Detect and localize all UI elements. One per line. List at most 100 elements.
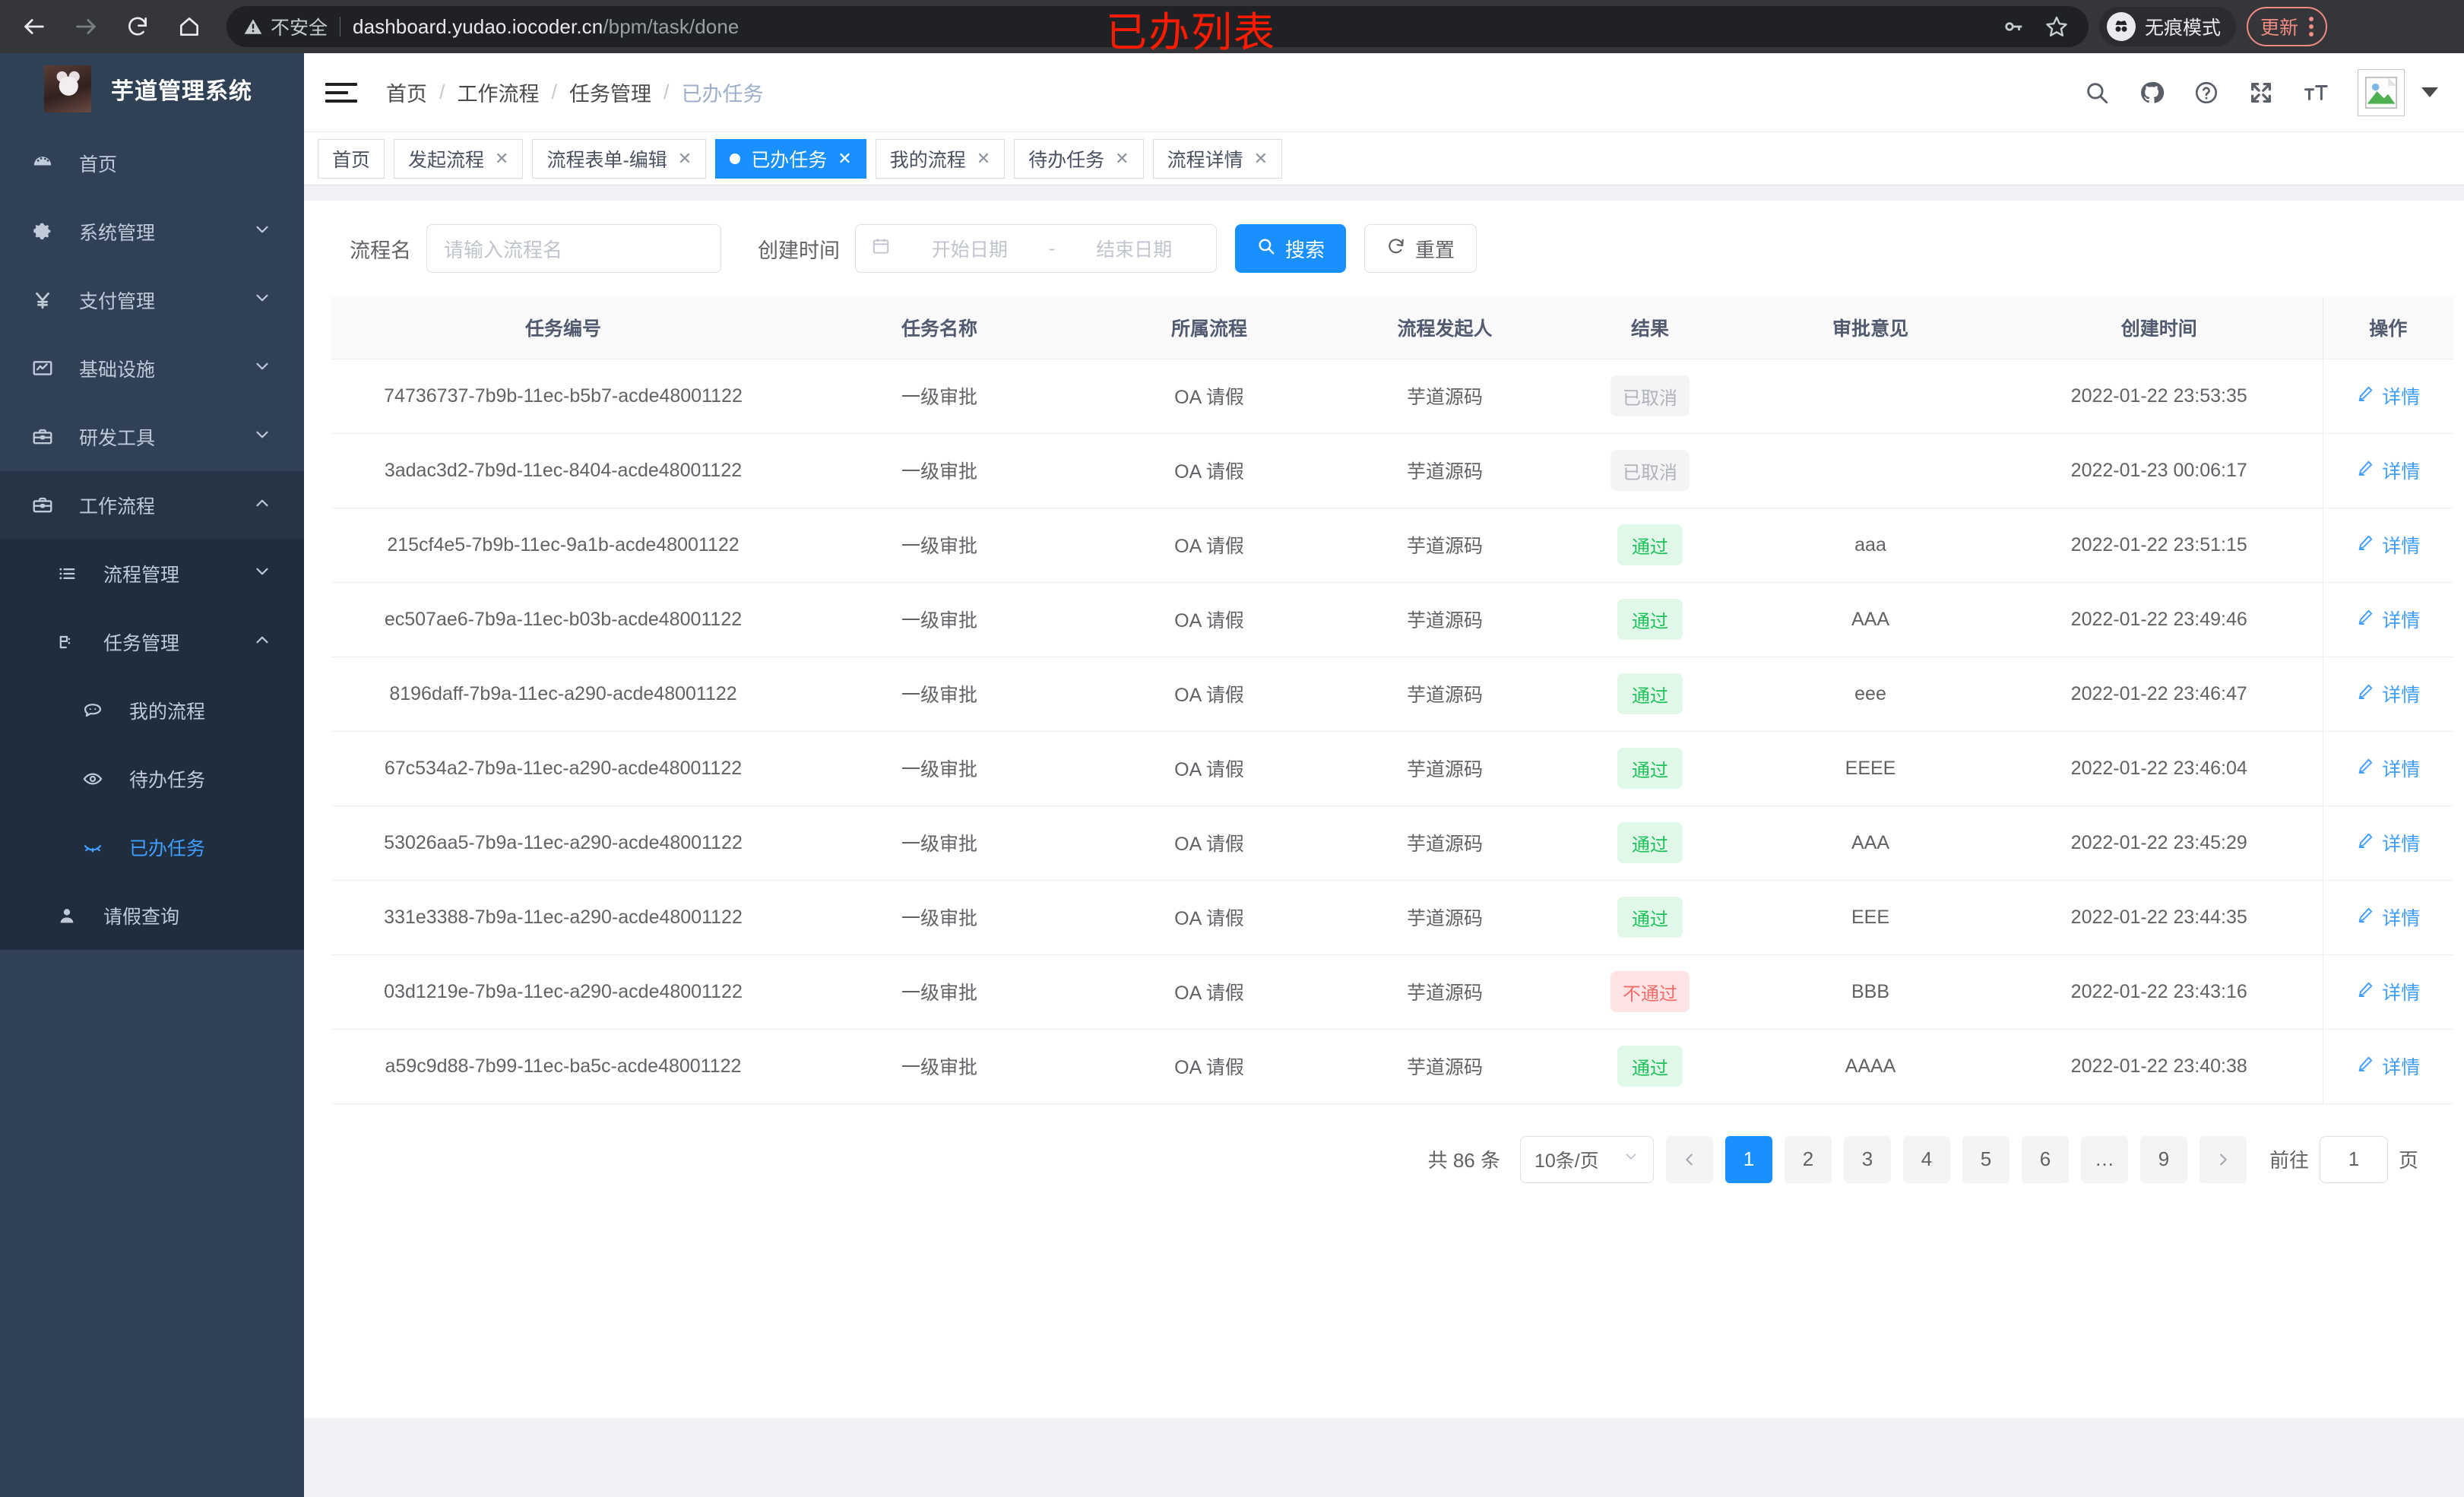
edit-pencil-icon bbox=[2356, 831, 2374, 855]
more-menu-icon[interactable] bbox=[2309, 17, 2314, 36]
close-icon[interactable]: ✕ bbox=[1253, 148, 1268, 168]
sidebar-item-leave-query[interactable]: 请假查询 bbox=[0, 881, 304, 950]
help-circle-icon[interactable] bbox=[2193, 80, 2219, 106]
font-size-icon[interactable] bbox=[2303, 80, 2329, 106]
reload-icon[interactable] bbox=[114, 3, 161, 50]
page-button-4[interactable]: 4 bbox=[1902, 1135, 1950, 1183]
tab-process-detail[interactable]: 流程详情 ✕ bbox=[1152, 138, 1283, 179]
home-icon[interactable] bbox=[166, 3, 213, 50]
tab-label: 发起流程 bbox=[408, 149, 485, 171]
sidebar-item-system[interactable]: 系统管理 bbox=[0, 198, 304, 266]
page-ellipsis[interactable]: … bbox=[2080, 1135, 2128, 1183]
sidebar-item-devtools[interactable]: 研发工具 bbox=[0, 403, 304, 471]
content-panel: 流程名 请输入流程名 创建时间 开始日期 - 结束日期 bbox=[304, 201, 2464, 1418]
page-button-3[interactable]: 3 bbox=[1843, 1135, 1891, 1183]
sidebar-item-done-task[interactable]: 已办任务 bbox=[0, 813, 304, 881]
sidebar-item-task-management[interactable]: 任务管理 bbox=[0, 608, 304, 676]
hamburger-icon[interactable] bbox=[325, 82, 359, 103]
page-button-9[interactable]: 9 bbox=[2139, 1135, 2187, 1183]
page-size-select[interactable]: 10条/页 bbox=[1519, 1135, 1654, 1183]
fullscreen-icon[interactable] bbox=[2248, 80, 2274, 106]
detail-button[interactable]: 详情 bbox=[2356, 606, 2420, 633]
cell-created: 2022-01-22 23:46:04 bbox=[1996, 731, 2323, 806]
security-indicator[interactable]: 不安全 bbox=[243, 13, 328, 40]
detail-button[interactable]: 详情 bbox=[2356, 457, 2420, 484]
edit-pencil-icon bbox=[2356, 757, 2374, 780]
breadcrumb-item-home[interactable]: 首页 bbox=[386, 83, 427, 106]
star-icon[interactable] bbox=[2044, 14, 2069, 39]
sidebar-item-my-process[interactable]: 我的流程 bbox=[0, 676, 304, 745]
tab-done-task[interactable]: 已办任务 ✕ bbox=[715, 138, 866, 179]
detail-label: 详情 bbox=[2382, 983, 2421, 1004]
done-task-table: 任务编号 任务名称 所属流程 流程发起人 结果 审批意见 创建时间 操作 747… bbox=[331, 296, 2453, 1104]
close-icon[interactable]: ✕ bbox=[976, 148, 991, 168]
sidebar-item-home[interactable]: 首页 bbox=[0, 129, 304, 198]
tab-process-form-edit[interactable]: 流程表单-编辑 ✕ bbox=[532, 138, 707, 179]
close-icon[interactable]: ✕ bbox=[677, 148, 692, 168]
tab-home[interactable]: 首页 bbox=[318, 138, 385, 179]
next-page-button[interactable] bbox=[2199, 1135, 2247, 1183]
detail-button[interactable]: 详情 bbox=[2356, 1052, 2420, 1080]
search-button[interactable]: 搜索 bbox=[1235, 224, 1347, 273]
sidebar-item-label: 我的流程 bbox=[129, 701, 206, 723]
sidebar-item-infrastructure[interactable]: 基础设施 bbox=[0, 334, 304, 403]
sidebar-item-process-management[interactable]: 流程管理 bbox=[0, 540, 304, 608]
tab-label: 首页 bbox=[332, 149, 371, 171]
sidebar-logo[interactable]: 芋道管理系统 bbox=[0, 53, 304, 125]
page-button-6[interactable]: 6 bbox=[2021, 1135, 2069, 1183]
avatar[interactable] bbox=[2358, 68, 2405, 116]
close-icon[interactable]: ✕ bbox=[1115, 148, 1129, 168]
page-button-5[interactable]: 5 bbox=[1962, 1135, 2010, 1183]
cell-result: 通过 bbox=[1555, 805, 1745, 881]
dashboard-icon bbox=[23, 152, 62, 175]
close-icon[interactable]: ✕ bbox=[838, 148, 852, 168]
detail-button[interactable]: 详情 bbox=[2356, 382, 2420, 410]
search-icon[interactable] bbox=[2084, 80, 2110, 106]
detail-button[interactable]: 详情 bbox=[2356, 904, 2420, 931]
detail-button[interactable]: 详情 bbox=[2356, 755, 2420, 782]
forward-arrow-icon[interactable] bbox=[62, 3, 109, 50]
search-input[interactable]: 请输入流程名 bbox=[426, 224, 721, 273]
github-icon[interactable] bbox=[2139, 80, 2165, 106]
date-range-picker[interactable]: 开始日期 - 结束日期 bbox=[855, 224, 1217, 273]
top-navbar: 首页 / 工作流程 / 任务管理 / 已办任务 bbox=[304, 53, 2464, 132]
edit-pencil-icon bbox=[2356, 906, 2374, 929]
update-button[interactable]: 更新 bbox=[2247, 7, 2328, 46]
close-icon[interactable]: ✕ bbox=[495, 148, 509, 168]
page-button-1[interactable]: 1 bbox=[1724, 1135, 1772, 1183]
detail-button[interactable]: 详情 bbox=[2356, 978, 2420, 1005]
prev-page-button[interactable] bbox=[1665, 1135, 1713, 1183]
address-bar[interactable]: 不安全 dashboard.yudao.iocoder.cn/bpm/task/… bbox=[226, 6, 2089, 47]
chevron-down-icon[interactable] bbox=[2421, 87, 2438, 97]
jump-suffix-label: 页 bbox=[2398, 1149, 2418, 1172]
reset-button[interactable]: 重置 bbox=[1364, 224, 1477, 273]
chevron-down-icon bbox=[252, 562, 272, 587]
user-icon bbox=[47, 905, 87, 926]
page-button-2[interactable]: 2 bbox=[1784, 1135, 1832, 1183]
sidebar-item-label: 工作流程 bbox=[79, 496, 156, 517]
page-jump-input[interactable]: 1 bbox=[2319, 1135, 2388, 1183]
breadcrumb-item-task-management[interactable]: 任务管理 bbox=[569, 83, 652, 106]
chevron-down-icon bbox=[252, 425, 272, 450]
status-badge: 通过 bbox=[1617, 524, 1683, 565]
tab-my-process[interactable]: 我的流程 ✕ bbox=[875, 138, 1006, 179]
password-key-icon[interactable] bbox=[2002, 15, 2025, 38]
table-row: ec507ae6-7b9a-11ec-b03b-acde48001122 一级审批… bbox=[331, 582, 2453, 657]
detail-button[interactable]: 详情 bbox=[2356, 531, 2420, 559]
sidebar-item-workflow[interactable]: 工作流程 bbox=[0, 471, 304, 540]
sidebar-item-payment[interactable]: 支付管理 bbox=[0, 266, 304, 334]
tab-todo-task[interactable]: 待办任务 ✕ bbox=[1014, 138, 1144, 179]
tab-label: 流程表单-编辑 bbox=[546, 149, 667, 171]
table-body: 74736737-7b9b-11ec-b5b7-acde48001122 一级审批… bbox=[331, 359, 2453, 1104]
detail-button[interactable]: 详情 bbox=[2356, 680, 2420, 707]
cell-operation: 详情 bbox=[2322, 657, 2453, 732]
back-arrow-icon[interactable] bbox=[11, 3, 58, 50]
briefcase-icon bbox=[23, 494, 62, 517]
search-button-label: 搜索 bbox=[1285, 238, 1325, 261]
detail-button[interactable]: 详情 bbox=[2356, 829, 2420, 856]
tab-start-process[interactable]: 发起流程 ✕ bbox=[394, 138, 524, 179]
breadcrumb-item-workflow[interactable]: 工作流程 bbox=[457, 83, 540, 106]
incognito-indicator[interactable]: 无痕模式 bbox=[2099, 7, 2237, 46]
sidebar-item-todo-task[interactable]: 待办任务 bbox=[0, 745, 304, 813]
incognito-label: 无痕模式 bbox=[2145, 17, 2222, 39]
